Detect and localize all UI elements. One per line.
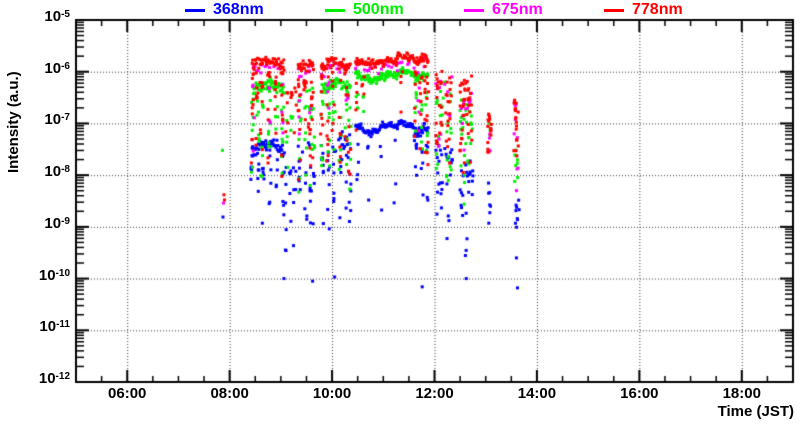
legend-item-675nm: 675nm xyxy=(464,1,543,19)
legend-item-778nm: 778nm xyxy=(604,1,683,19)
x-tick-label: 10:00 xyxy=(312,385,352,402)
x-tick-label: 12:00 xyxy=(415,385,454,402)
y-tick-label: 10-5 xyxy=(44,8,70,25)
legend-label-500nm: 500nm xyxy=(353,1,404,18)
y-tick-label: 10-8 xyxy=(44,163,70,181)
y-tick-label: 10-9 xyxy=(44,214,70,232)
y-tick-label: 10-7 xyxy=(44,111,70,129)
legend-label-675nm: 675nm xyxy=(492,1,543,18)
legend-label-368nm: 368nm xyxy=(213,1,264,18)
x-tick-label: 18:00 xyxy=(722,385,761,402)
legend-item-368nm: 368nm xyxy=(185,1,264,19)
legend-marker-675nm-icon xyxy=(464,8,484,12)
y-tick-label: 10-12 xyxy=(38,370,70,387)
legend-marker-368nm-icon xyxy=(185,8,205,12)
legend-marker-778nm-icon xyxy=(604,8,624,12)
x-axis-title: Time (JST) xyxy=(717,403,794,420)
y-tick-label: 10-10 xyxy=(38,266,70,284)
x-tick-label: 06:00 xyxy=(108,385,147,402)
legend-label-778nm: 778nm xyxy=(632,1,683,18)
y-tick-label: 10-11 xyxy=(39,318,70,336)
x-tick-label: 14:00 xyxy=(517,385,557,402)
legend-marker-500nm-icon xyxy=(325,8,345,12)
x-tick-label: 08:00 xyxy=(210,385,249,402)
y-tick-label: 10-6 xyxy=(44,59,70,77)
legend: 368nm 500nm 675nm 778nm xyxy=(0,0,800,20)
legend-item-500nm: 500nm xyxy=(325,1,404,19)
x-tick-label: 16:00 xyxy=(620,385,659,402)
